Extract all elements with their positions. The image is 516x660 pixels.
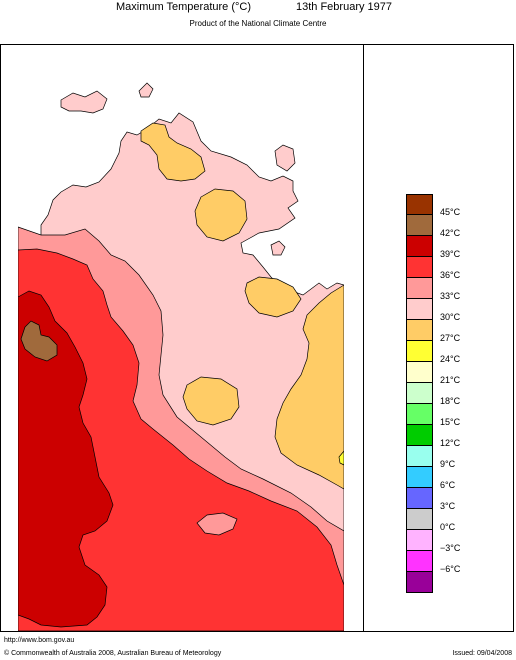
- legend-swatch: [406, 467, 433, 488]
- legend-label: 36°C: [440, 270, 461, 280]
- legend-label: −6°C: [440, 564, 461, 574]
- region-27c-east: [274, 284, 345, 490]
- legend-swatch: [406, 194, 433, 215]
- map-date: 13th February 1977: [296, 1, 393, 13]
- legend-swatch: [406, 488, 433, 509]
- header: Maximum Temperature (°C) 13th February 1…: [0, 0, 516, 18]
- legend-swatch: [406, 236, 433, 257]
- legend-label: 12°C: [440, 438, 461, 448]
- region-27c-central: [182, 376, 240, 426]
- legend-swatch: [406, 530, 433, 551]
- legend-label: −3°C: [440, 543, 461, 553]
- legend-label: 39°C: [440, 249, 461, 259]
- legend-swatch: [406, 320, 433, 341]
- region-27c-arnhem-north: [140, 122, 206, 182]
- legend-swatch: [406, 425, 433, 446]
- legend-swatch: [406, 383, 433, 404]
- region-39c: [17, 290, 114, 628]
- island-tiwi: [60, 90, 108, 114]
- footer-copyright: © Commonwealth of Australia 2008, Austra…: [4, 650, 222, 657]
- region-27c-arnhem-mid: [194, 188, 248, 242]
- footer-issued-date: Issued: 09/04/2008: [452, 650, 512, 657]
- legend-label: 30°C: [440, 312, 461, 322]
- legend-label: 9°C: [440, 459, 456, 469]
- legend-swatch: [406, 446, 433, 467]
- legend-label: 3°C: [440, 501, 456, 511]
- legend-label: 27°C: [440, 333, 461, 343]
- region-33c-inlet: [196, 512, 238, 536]
- legend-swatch: [406, 509, 433, 530]
- legend-label: 45°C: [440, 207, 461, 217]
- legend-swatch: [406, 341, 433, 362]
- legend-swatch: [406, 278, 433, 299]
- legend-swatch: [406, 404, 433, 425]
- footer-url[interactable]: http://www.bom.gov.au: [4, 637, 75, 644]
- region-27c-gulf-west: [244, 276, 302, 318]
- map-right-margin: [344, 45, 363, 631]
- legend-label: 21°C: [440, 375, 461, 385]
- map-left-ocean: [1, 45, 18, 631]
- legend-swatch: [406, 572, 433, 593]
- map-frame: [0, 44, 514, 632]
- legend-swatch: [406, 551, 433, 572]
- region-42c: [20, 320, 58, 362]
- legend-label: 33°C: [440, 291, 461, 301]
- island-groote: [270, 240, 286, 256]
- map-subtitle: Product of the National Climate Centre: [189, 19, 327, 28]
- region-36c: [17, 248, 345, 631]
- temperature-map: [1, 45, 363, 631]
- legend-label: 6°C: [440, 480, 456, 490]
- legend-swatch: [406, 299, 433, 320]
- legend-label: 42°C: [440, 228, 461, 238]
- legend-label: 24°C: [440, 354, 461, 364]
- legend-divider: [363, 44, 364, 632]
- island-east-arm: [274, 144, 296, 172]
- legend-label: 15°C: [440, 417, 461, 427]
- map-title: Maximum Temperature (°C): [116, 1, 252, 13]
- legend-swatch: [406, 215, 433, 236]
- legend-label: 18°C: [440, 396, 461, 406]
- island-small-north: [138, 82, 154, 98]
- legend-swatch: [406, 257, 433, 278]
- legend-label: 0°C: [440, 522, 456, 532]
- legend-swatch: [406, 362, 433, 383]
